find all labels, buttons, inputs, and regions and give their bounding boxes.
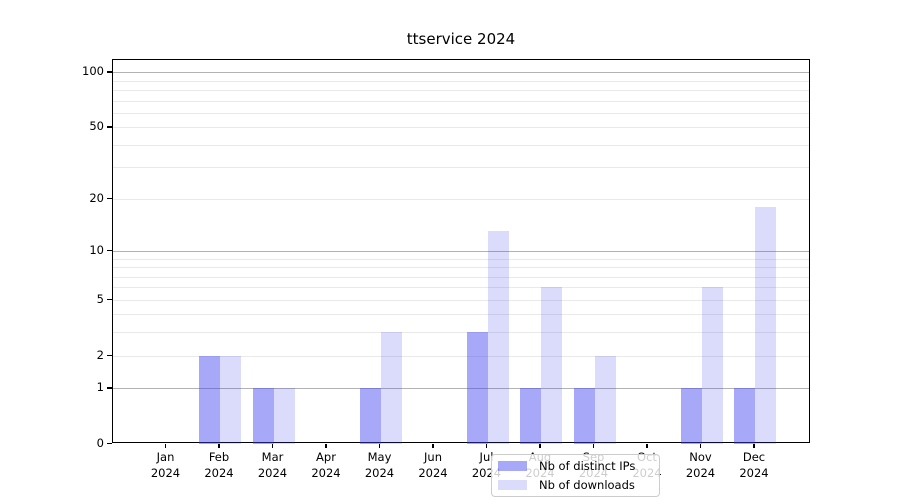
x-tick-label: Apr 2024 [294, 450, 358, 481]
x-tick-mark [485, 443, 488, 448]
x-tick-label-year: 2024 [150, 465, 181, 480]
grid-line-minor [113, 267, 809, 268]
legend-label-distinct-ips: Nb of distinct IPs [539, 459, 636, 473]
y-tick-mark [107, 249, 112, 252]
y-tick-label: 1 [96, 380, 104, 395]
grid-line-minor [113, 80, 809, 82]
x-tick-mark [271, 443, 274, 448]
bar-nb-of-downloads [755, 206, 776, 444]
x-tick-mark [699, 443, 702, 448]
y-tick-label: 10 [89, 242, 104, 257]
grid-line-minor [113, 287, 809, 289]
bar-nb-of-downloads [594, 355, 616, 444]
x-tick-label: May 2024 [348, 450, 412, 481]
legend-swatch-distinct-ips [498, 460, 527, 472]
grid-line-major [113, 250, 809, 252]
grid-line-minor [113, 100, 809, 102]
x-tick-label-month: Jul [479, 450, 494, 464]
x-tick-label-month: May [367, 450, 392, 464]
y-tick-label: 50 [89, 119, 104, 134]
grid-line-minor [113, 198, 809, 200]
grid-line-minor [113, 258, 809, 260]
x-tick-mark [539, 443, 541, 448]
x-tick-label-year: 2024 [418, 465, 448, 480]
bar-nb-of-distinct-ips [466, 332, 488, 444]
x-tick-label: Feb 2024 [187, 450, 251, 481]
x-tick-mark [592, 443, 595, 448]
x-tick-label: Jan 2024 [134, 450, 198, 481]
bar-nb-of-distinct-ips [359, 388, 381, 444]
y-tick-mark [107, 298, 112, 300]
x-tick-label-year: 2024 [257, 465, 288, 480]
x-tick-label-year: 2024 [739, 465, 769, 480]
x-tick-mark [432, 443, 434, 448]
bar-nb-of-distinct-ips [680, 388, 702, 444]
chart-title: ttservice 2024 [406, 30, 516, 48]
grid-line-minor [113, 112, 809, 114]
bar-nb-of-downloads [487, 231, 509, 444]
grid-line-minor [113, 332, 809, 334]
x-tick-label-month: Mar [261, 450, 284, 464]
bar-nb-of-distinct-ips [199, 355, 220, 444]
x-tick-label-month: Dec [742, 450, 766, 464]
bar-nb-of-distinct-ips [734, 388, 755, 444]
bar-nb-of-downloads [701, 287, 723, 444]
x-tick-label-month: Jan [156, 450, 175, 464]
grid-line-major [113, 72, 809, 74]
x-tick-label-month: Jun [424, 450, 442, 464]
bar-nb-of-distinct-ips [573, 388, 595, 444]
legend-item-downloads: Nb of downloads [498, 477, 651, 493]
bar-nb-of-downloads [380, 332, 402, 444]
legend-item-distinct-ips: Nb of distinct IPs [498, 458, 651, 474]
grid-line-major [113, 388, 809, 390]
x-tick-mark [218, 443, 220, 448]
grid-line-minor [113, 299, 809, 301]
legend-swatch-downloads [498, 479, 527, 491]
x-tick-mark [378, 443, 381, 448]
y-tick-label: 0 [96, 436, 104, 450]
y-tick-label: 5 [96, 291, 104, 306]
y-tick-mark [107, 71, 112, 73]
legend-label-downloads: Nb of downloads [539, 478, 635, 492]
x-tick-label: Jun 2024 [401, 450, 465, 481]
y-tick-mark [107, 354, 112, 356]
x-tick-mark [753, 443, 755, 448]
bar-nb-of-downloads [220, 355, 241, 444]
grid-line-minor [113, 314, 809, 316]
bar-nb-of-downloads [273, 388, 295, 444]
x-tick-label-year: 2024 [204, 465, 234, 480]
bar-nb-of-distinct-ips [252, 388, 274, 444]
legend: Nb of distinct IPs Nb of downloads [491, 454, 660, 497]
x-tick-label-year: 2024 [311, 465, 341, 480]
y-tick-mark [107, 443, 112, 445]
x-tick-label: Nov 2024 [669, 450, 733, 481]
bar-nb-of-downloads [541, 287, 562, 444]
x-tick-label: Mar 2024 [241, 450, 305, 481]
grid-line-minor [113, 167, 809, 169]
y-tick-mark [107, 126, 112, 128]
grid-line-minor [113, 144, 809, 146]
x-tick-label-year: 2024 [364, 465, 395, 480]
x-tick-label-month: Nov [689, 450, 712, 464]
y-tick-mark [107, 387, 112, 389]
plot-area: Nb of distinct IPs Nb of downloads [112, 59, 810, 497]
x-tick-mark [164, 443, 167, 448]
y-tick-mark [107, 197, 112, 200]
y-tick-label: 100 [82, 64, 104, 79]
x-tick-label-year: 2024 [685, 465, 716, 480]
grid-line-minor [113, 355, 809, 357]
grid-line-minor [113, 90, 809, 91]
x-tick-mark [646, 443, 648, 448]
x-tick-label-month: Feb [208, 450, 230, 464]
y-tick-label: 20 [89, 190, 104, 205]
x-tick-label: Dec 2024 [722, 450, 786, 481]
bar-nb-of-distinct-ips [520, 388, 541, 444]
x-tick-label-month: Apr [316, 450, 336, 464]
grid-line-minor [113, 276, 809, 278]
y-tick-label: 2 [96, 347, 104, 362]
x-tick-mark [325, 443, 327, 448]
grid-line-minor [113, 127, 809, 129]
